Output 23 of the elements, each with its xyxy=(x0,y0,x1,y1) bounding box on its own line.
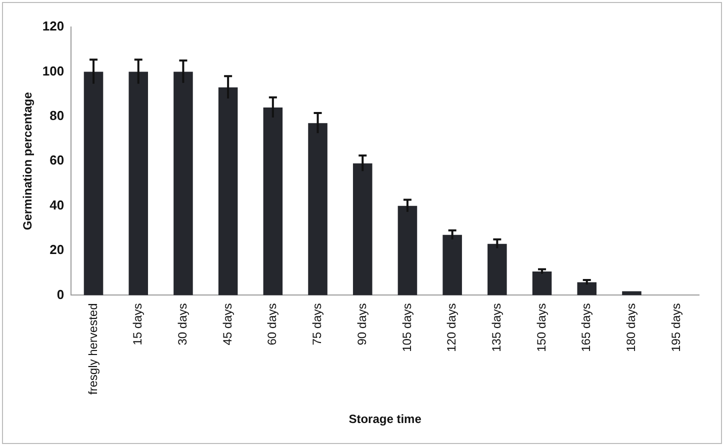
y-axis-title: Germination percentage xyxy=(20,92,35,230)
y-tick-label: 20 xyxy=(50,242,64,258)
x-axis-title: Storage time xyxy=(348,412,422,426)
x-tick-label: 165 days xyxy=(579,303,594,352)
y-tick-label: 120 xyxy=(42,18,64,34)
x-tick-label: 90 days xyxy=(354,303,369,346)
y-tick-label: 100 xyxy=(42,63,64,78)
x-tick-label: 105 days xyxy=(400,303,414,352)
x-tick-label: 45 days xyxy=(220,303,234,346)
x-tick-label: 60 days xyxy=(265,303,280,346)
x-tick-label: 150 days xyxy=(534,303,548,352)
y-tick-label: 80 xyxy=(50,108,64,123)
x-tick-label: 15 days xyxy=(130,303,145,346)
x-tick-label: 120 days xyxy=(444,303,459,352)
y-tick-label: 40 xyxy=(50,197,64,212)
x-tick-label: fresgly hervested xyxy=(86,303,100,395)
x-tick-label: 180 days xyxy=(624,303,638,352)
x-tick-label: 195 days xyxy=(668,303,683,352)
x-tick-label: 135 days xyxy=(489,303,504,352)
x-tick-label: 30 days xyxy=(176,303,190,346)
x-tick-label: 75 days xyxy=(310,303,324,346)
y-tick-label: 0 xyxy=(56,286,64,302)
y-tick-label: 60 xyxy=(50,152,64,168)
